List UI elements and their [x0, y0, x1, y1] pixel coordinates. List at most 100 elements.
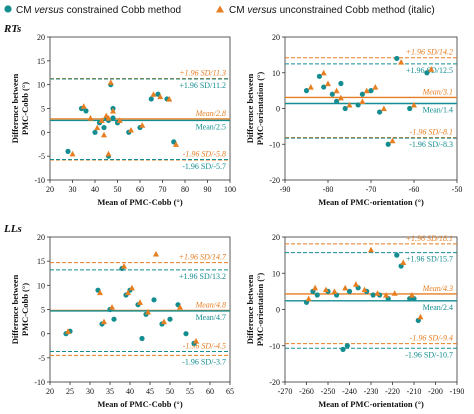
orange-mean-annotation: Mean/4.3: [422, 284, 453, 293]
data-point-teal: [359, 91, 365, 97]
data-point-teal: [346, 288, 353, 294]
y-tick-label: 20: [272, 33, 280, 42]
data-point-orange: [368, 246, 374, 253]
data-point-orange: [129, 284, 135, 291]
x-tick-label: 65: [226, 387, 234, 396]
data-point-orange: [65, 328, 71, 334]
y-tick-label: -10: [269, 342, 280, 351]
data-point-teal: [139, 335, 145, 342]
x-tick-label: 50: [166, 387, 174, 396]
legend-label-orange: CM versus unconstrained Cobb method (ita…: [229, 5, 435, 16]
teal-mean-annotation: Mean/2.5: [196, 122, 226, 131]
data-point-orange: [342, 284, 349, 291]
data-point-teal: [329, 91, 335, 97]
y-tick-label: 5: [41, 306, 45, 315]
y-tick-label: 0: [276, 306, 280, 315]
data-point-orange: [352, 281, 359, 287]
y-tick-label: -20: [269, 378, 280, 387]
teal-lower-annotation: -1.96 SD/-3.7: [182, 357, 226, 366]
x-axis-label: Mean of PMC-Cobb (°): [97, 197, 182, 207]
data-point-orange: [333, 87, 340, 94]
x-tick-label: -60: [409, 185, 420, 194]
data-point-teal: [370, 292, 376, 298]
data-point-orange: [161, 318, 167, 325]
x-tick-label: 30: [86, 387, 94, 396]
x-tick-label: 40: [126, 387, 134, 396]
x-tick-label: -210: [407, 387, 422, 396]
x-tick-label: -270: [278, 387, 293, 396]
y-axis-label: Difference betweenPMC-Cobb (°): [10, 274, 30, 344]
x-tick-label: -250: [321, 387, 336, 396]
data-point-teal: [424, 70, 430, 76]
data-point-orange: [389, 137, 396, 144]
x-tick-label: -200: [428, 387, 443, 396]
x-tick-label: -240: [342, 387, 357, 396]
y-tick-label: -10: [34, 176, 45, 185]
y-axis-label-line: PMC-orientation (°): [255, 273, 265, 347]
teal-mean-annotation: Mean/4.7: [196, 313, 226, 322]
panel-rts-cobb: 20 30 40 50 60 70 80 90 100 -10 -5 0 5 10 15 20 Mean of …: [10, 33, 236, 207]
data-point-teal: [101, 124, 107, 131]
y-tick-label: 0: [41, 330, 45, 339]
data-point-orange: [307, 84, 314, 90]
orange-upper-annotation: +1.96 SD/14.7: [179, 253, 227, 262]
x-tick-label: 80: [181, 185, 189, 194]
orange-lower-annotation: -1.96 SD/-4.5: [183, 342, 226, 351]
data-point-orange: [408, 292, 415, 298]
data-point-orange: [145, 308, 151, 315]
data-point-teal: [338, 80, 344, 87]
y-tick-label: 20: [272, 233, 280, 242]
x-tick-label: 90: [204, 185, 212, 194]
data-point-teal: [314, 292, 320, 298]
teal-upper-annotation: +1.96 SD/13.2: [179, 272, 226, 281]
data-point-orange: [98, 117, 105, 124]
x-tick-label: 20: [46, 387, 54, 396]
panel-label-lls: LLs: [3, 223, 22, 235]
x-tick-label: -230: [364, 387, 379, 396]
data-point-orange: [325, 80, 331, 87]
legend-marker-teal: [4, 5, 12, 13]
data-point-orange: [411, 101, 417, 108]
data-point-orange: [121, 263, 127, 269]
data-point-teal: [321, 84, 327, 90]
y-tick-label: 10: [37, 281, 45, 290]
y-tick-label: 15: [37, 257, 45, 266]
data-point-orange: [331, 288, 338, 294]
x-tick-label: 60: [206, 387, 214, 396]
data-point-teal: [344, 343, 350, 349]
data-point-orange: [157, 93, 164, 100]
y-tick-label: 10: [272, 69, 280, 78]
y-tick-label: -10: [34, 378, 45, 387]
x-tick-label: 25: [66, 387, 74, 396]
data-point-teal: [355, 102, 361, 108]
data-point-orange: [101, 131, 107, 138]
data-point-teal: [385, 141, 391, 147]
y-axis-label-line: PMC-Cobb (°): [20, 283, 30, 336]
data-point-orange: [116, 117, 123, 124]
data-point-orange: [125, 289, 131, 296]
data-point-orange: [372, 84, 379, 90]
y-axis-label-line: PMC-orientation (°): [255, 72, 265, 146]
y-axis-label-line: Difference between: [245, 73, 255, 143]
y-tick-label: -10: [269, 140, 280, 149]
data-point-orange: [166, 95, 173, 102]
data-point-orange: [105, 150, 112, 157]
panel-lls-cobb: 20 25 30 35 40 45 50 55 60 65 -10 -5 0 5 10 15 20 Mean of…: [10, 233, 234, 409]
data-point-orange: [346, 101, 353, 108]
orange-upper-annotation: +1.96 SD/14.2: [406, 48, 453, 57]
y-axis-label-line: Difference between: [10, 73, 20, 143]
data-point-orange: [101, 318, 107, 325]
teal-upper-annotation: +1.96 SD/15.7: [406, 255, 453, 264]
data-point-orange: [177, 304, 183, 310]
data-point-teal: [303, 88, 310, 94]
data-point-orange: [80, 103, 87, 109]
data-point-teal: [342, 105, 348, 112]
x-tick-label: 35: [106, 387, 114, 396]
y-tick-label: 10: [37, 81, 45, 90]
data-point-orange: [374, 290, 381, 296]
data-point-orange: [312, 284, 319, 291]
data-point-orange: [380, 105, 387, 112]
data-point-orange: [105, 115, 112, 121]
data-point-orange: [391, 290, 398, 296]
